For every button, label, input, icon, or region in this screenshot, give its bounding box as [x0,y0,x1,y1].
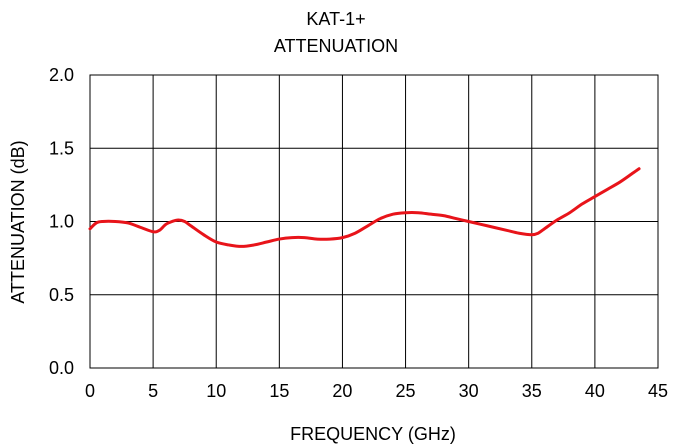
tick-labels: 0 5 10 15 20 25 30 35 40 45 0.0 0.5 1.0 1.5 2.0 [49,65,668,401]
x-tick-label: 45 [648,381,668,401]
x-axis-label: FREQUENCY (GHz) [290,424,456,444]
x-tick-label: 25 [396,381,416,401]
y-tick-label: 1.0 [49,212,74,232]
x-tick-label: 0 [85,381,95,401]
series-layer [88,167,641,248]
x-tick-label: 40 [585,381,605,401]
x-tick-label: 15 [269,381,289,401]
plot-border [89,74,659,369]
chart-title: KAT-1+ [306,9,365,29]
y-tick-label: 0.0 [49,358,74,378]
chart-subtitle: ATTENUATION [274,36,398,56]
x-tick-label: 5 [148,381,158,401]
x-tick-label: 30 [459,381,479,401]
y-tick-label: 0.5 [49,285,74,305]
y-tick-label: 1.5 [49,138,74,158]
y-tick-label: 2.0 [49,65,74,85]
x-tick-label: 20 [332,381,352,401]
y-axis-label: ATTENUATION (dB) [8,140,28,303]
x-tick-label: 35 [522,381,542,401]
series-line [88,167,641,248]
x-tick-label: 10 [206,381,226,401]
